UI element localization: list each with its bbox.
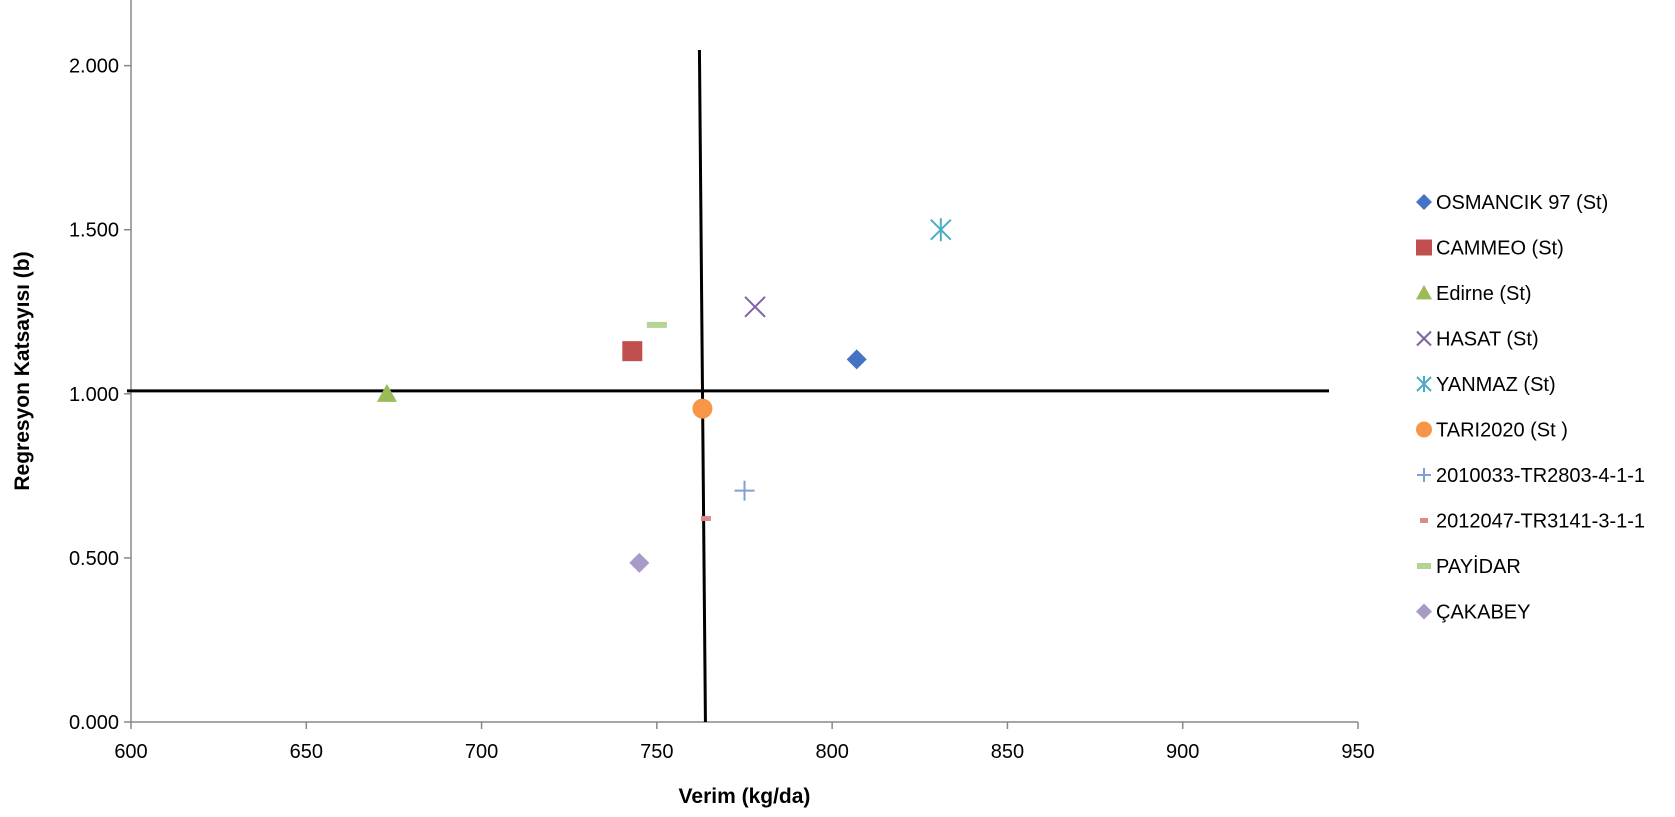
data-point <box>692 398 713 419</box>
tick-labels: 600 650 700 750 800 850 900 950 0.000 0.500 1.000 1… <box>69 56 1375 763</box>
data-point <box>930 218 952 242</box>
diamond-shape <box>1416 194 1432 210</box>
x-axis-title: Verim (kg/da) <box>679 785 811 808</box>
y-tick-label: 0.500 <box>69 548 119 570</box>
legend-marker <box>1416 330 1432 347</box>
y-tick-label: 1.500 <box>69 220 119 242</box>
legend-item: CAMMEO (St) <box>1416 238 1564 260</box>
x-stroke <box>744 296 766 318</box>
legend-marker <box>1420 518 1428 523</box>
square-shape <box>1416 239 1432 256</box>
data-point <box>700 516 711 522</box>
data-point <box>734 480 755 501</box>
triangle-shape <box>376 383 397 402</box>
diamond-shape <box>1416 603 1432 620</box>
legend-label: PAYİDAR <box>1436 555 1521 578</box>
diamond-shape <box>629 552 650 573</box>
x-tick-label: 900 <box>1166 741 1199 763</box>
diamond-shape <box>846 349 867 370</box>
legend-marker <box>1416 194 1432 210</box>
data-point <box>744 296 766 318</box>
axes <box>124 0 1359 729</box>
legend-marker <box>1416 375 1432 393</box>
x-stroke <box>1416 330 1432 347</box>
legend-label: ÇAKABEY <box>1436 602 1530 624</box>
legend-item: YANMAZ (St) <box>1416 374 1556 396</box>
x-tick-label: 850 <box>991 741 1024 763</box>
legend-marker <box>1416 239 1432 256</box>
square-shape <box>622 341 643 362</box>
circle-shape <box>1416 421 1432 438</box>
longdash-shape <box>646 321 667 328</box>
legend-item: 2010033-TR2803-4-1-1 <box>1417 465 1645 487</box>
legend-marker <box>1416 421 1432 438</box>
legend-label: YANMAZ (St) <box>1436 374 1556 396</box>
legend-label: Edirne (St) <box>1436 283 1532 305</box>
y-tick-label: 0.000 <box>69 712 119 734</box>
legend: OSMANCIK 97 (St) CAMMEO (St) Edirne (St) HA… <box>1416 192 1645 624</box>
legend-item: HASAT (St) <box>1416 329 1539 351</box>
x-tick-label: 800 <box>815 741 848 763</box>
data-point <box>629 552 650 573</box>
y-tick-label: 2.000 <box>69 56 119 78</box>
data-point <box>646 321 667 328</box>
legend-marker <box>1417 468 1431 482</box>
x-tick-label: 950 <box>1341 741 1374 763</box>
legend-marker <box>1416 603 1432 620</box>
legend-item: 2012047-TR3141-3-1-1 <box>1420 511 1645 533</box>
data-point <box>622 341 643 362</box>
legend-label: HASAT (St) <box>1436 329 1539 351</box>
vertical-reference-line <box>697 49 707 723</box>
legend-marker <box>1416 285 1432 300</box>
legend-item: OSMANCIK 97 (St) <box>1416 192 1608 214</box>
x-tick-label: 600 <box>114 741 147 763</box>
longdash-shape <box>1417 563 1431 569</box>
legend-marker <box>1417 563 1431 569</box>
legend-label: CAMMEO (St) <box>1436 238 1564 260</box>
data-point <box>846 349 867 370</box>
legend-label: 2012047-TR3141-3-1-1 <box>1436 511 1645 533</box>
legend-item: Edirne (St) <box>1416 283 1532 305</box>
x-tick-label: 750 <box>640 741 673 763</box>
data-point <box>376 383 397 402</box>
data-points <box>376 218 952 573</box>
legend-item: TARI2020 (St ) <box>1416 420 1568 442</box>
circle-shape <box>692 398 713 419</box>
legend-item: PAYİDAR <box>1417 555 1521 578</box>
legend-label: TARI2020 (St ) <box>1436 420 1568 442</box>
y-axis-title: Regresyon Katsayısı (b) <box>11 251 34 490</box>
reference-lines <box>127 49 1329 723</box>
legend-item: ÇAKABEY <box>1416 602 1530 624</box>
triangle-shape <box>1416 285 1432 300</box>
dash-shape <box>700 516 711 522</box>
x-tick-label: 700 <box>465 741 498 763</box>
x-tick-label: 650 <box>290 741 323 763</box>
dash-shape <box>1420 518 1428 523</box>
legend-label: 2010033-TR2803-4-1-1 <box>1436 465 1645 487</box>
y-tick-label: 1.000 <box>69 384 119 406</box>
legend-label: OSMANCIK 97 (St) <box>1436 192 1608 214</box>
